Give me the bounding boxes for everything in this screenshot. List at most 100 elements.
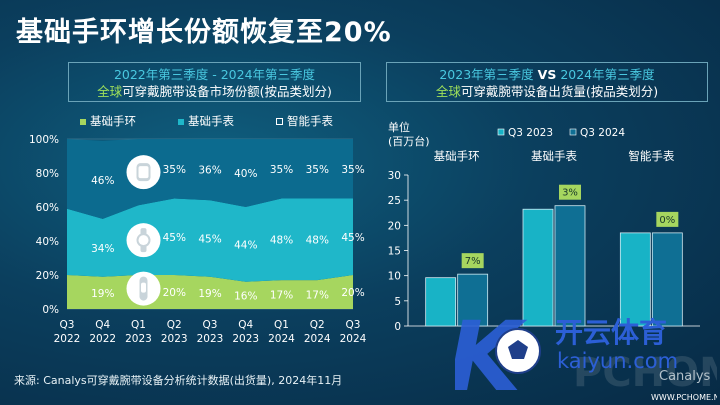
bar-q3-2023: [522, 208, 554, 327]
legend-label-smartwatch: 智能手表: [287, 114, 333, 128]
area-x-tick-year: 2023: [232, 333, 259, 345]
bar-q3-2024: [457, 273, 489, 327]
bar-y-tick-label: 10: [388, 271, 401, 283]
area-x-tick-quarter: Q4: [95, 319, 110, 331]
area-x-tick-year: 2024: [340, 333, 367, 345]
left-subtitle-rest: 可穿戴腕带设备市场份额(按品类划分): [122, 84, 332, 99]
bar-q3-2023: [425, 277, 457, 327]
area-data-label: 36%: [198, 165, 221, 177]
bar-y-tick-label: 5: [394, 296, 401, 308]
right-subtitle-year-b: 2024年第三季度: [560, 67, 655, 82]
area-x-tick-quarter: Q4: [238, 319, 253, 331]
area-x-tick-quarter: Q2: [310, 319, 325, 331]
area-data-label: 48%: [270, 234, 293, 246]
area-data-label: 45%: [198, 233, 221, 245]
unit-label-line2: (百万台): [388, 135, 430, 148]
legend-label-basic-band: 基础手环: [90, 114, 136, 128]
area-x-tick-year: 2024: [304, 333, 331, 345]
area-data-label: 35%: [163, 164, 186, 176]
watermark-canalys: Canalys: [659, 369, 711, 384]
bar-growth-badge: [559, 184, 581, 200]
bar-growth-badge: [461, 253, 484, 269]
watermark-site: WWW.PCHOME.NET: [651, 393, 717, 402]
bar-growth-label: 3%: [562, 188, 578, 199]
bar-category-label: 智能手表: [628, 149, 674, 163]
legend-swatch-basic-band: [80, 118, 86, 125]
area-x-tick-quarter: Q3: [346, 319, 361, 331]
watermark-logo: PCHOME K 开云体育 kaiyun.com Canalys WWW.PCH…: [455, 301, 717, 405]
area-basic-watch: [67, 198, 353, 282]
bar-y-tick-label: 0: [394, 321, 401, 333]
area-x-tick-year: 2022: [89, 333, 116, 345]
bar-q3-2024: [651, 232, 683, 327]
area-data-label: 19%: [91, 288, 114, 300]
bar-growth-badge: [656, 211, 679, 227]
bar-category-label: 基础手环: [434, 149, 480, 163]
area-x-tick-year: 2024: [268, 333, 295, 345]
bar-q3-2023: [619, 232, 651, 327]
area-y-tick-label: 60%: [36, 202, 59, 214]
area-data-label: 34%: [91, 243, 114, 255]
bar-y-tick-label: 25: [388, 195, 401, 207]
right-subtitle-period: 2023年第三季度 VS 2024年第三季度: [387, 66, 707, 83]
area-y-tick-label: 100%: [29, 134, 59, 146]
area-data-label: 35%: [306, 164, 329, 176]
area-x-tick-quarter: Q1: [274, 319, 289, 331]
left-subtitle-desc: 全球可穿戴腕带设备市场份额(按品类划分): [69, 83, 360, 100]
area-y-tick-label: 20%: [36, 270, 59, 282]
area-data-label: 45%: [163, 232, 186, 244]
unit-label-line1: 单位: [388, 121, 410, 134]
area-data-label: 46%: [91, 175, 114, 187]
bar-legend-label: Q3 2024: [580, 127, 625, 139]
area-x-tick-quarter: Q3: [203, 319, 218, 331]
area-data-label: 17%: [270, 290, 293, 302]
area-data-label: 20%: [163, 287, 186, 299]
area-data-label: 45%: [341, 232, 364, 244]
area-data-label: 20%: [341, 287, 364, 299]
basic-band-icon: [126, 271, 161, 306]
right-subtitle-rest: 可穿戴腕带设备出货量(按品类划分): [460, 84, 659, 99]
area-y-tick-label: 0%: [42, 304, 59, 316]
bar-legend-label: Q3 2023: [508, 127, 553, 139]
bar-category-label: 基础手表: [531, 149, 577, 163]
area-data-label: 44%: [234, 239, 257, 251]
area-data-label: 48%: [306, 234, 329, 246]
area-y-tick-label: 80%: [36, 168, 59, 180]
right-subtitle-global: 全球: [435, 84, 461, 99]
watermark-brand-cn: 开云体育: [555, 316, 667, 349]
legend-swatch-basic-watch: [178, 118, 184, 125]
smartwatch-icon: [126, 155, 161, 190]
legend-basic-band: 基础手环: [80, 113, 136, 129]
unit-label: 单位 (百万台): [388, 121, 430, 149]
left-subtitle-box: 2022年第三季度 - 2024年第三季度 全球可穿戴腕带设备市场份额(按品类划…: [68, 62, 361, 102]
legend-swatch-smartwatch: [276, 118, 283, 125]
left-subtitle-global: 全球: [97, 84, 123, 99]
area-data-label: 17%: [306, 290, 329, 302]
legend-label-basic-watch: 基础手表: [188, 114, 234, 128]
right-subtitle-box: 2023年第三季度 VS 2024年第三季度 全球可穿戴腕带设备出货量(按品类划…: [386, 62, 708, 102]
area-data-label: 19%: [198, 288, 221, 300]
bar-legend-swatch: [497, 128, 505, 136]
area-y-tick-label: 40%: [36, 236, 59, 248]
bar-y-tick-label: 15: [388, 246, 401, 258]
right-subtitle-year-a: 2023年第三季度: [439, 67, 534, 82]
area-data-label: 35%: [341, 164, 364, 176]
area-x-tick-quarter: Q2: [167, 319, 182, 331]
legend-smartwatch: 智能手表: [276, 113, 333, 129]
area-data-label: 16%: [234, 290, 257, 302]
basic-watch-icon: [126, 223, 161, 258]
area-data-label: 40%: [234, 168, 257, 180]
legend-basic-watch: 基础手表: [178, 113, 234, 129]
area-x-tick-year: 2023: [161, 333, 188, 345]
bar-y-tick-label: 20: [388, 220, 401, 232]
bar-y-tick-label: 30: [388, 170, 401, 182]
area-x-tick-quarter: Q1: [131, 319, 146, 331]
area-x-tick-year: 2023: [125, 333, 152, 345]
source-note: 来源: Canalys可穿戴腕带设备分析统计数据(出货量), 2024年11月: [14, 374, 343, 387]
page-title: 基础手环增长份额恢复至20%: [16, 17, 392, 48]
bar-q3-2024: [554, 205, 586, 327]
bar-growth-label: 0%: [659, 215, 675, 226]
bar-legend-swatch: [569, 128, 577, 136]
